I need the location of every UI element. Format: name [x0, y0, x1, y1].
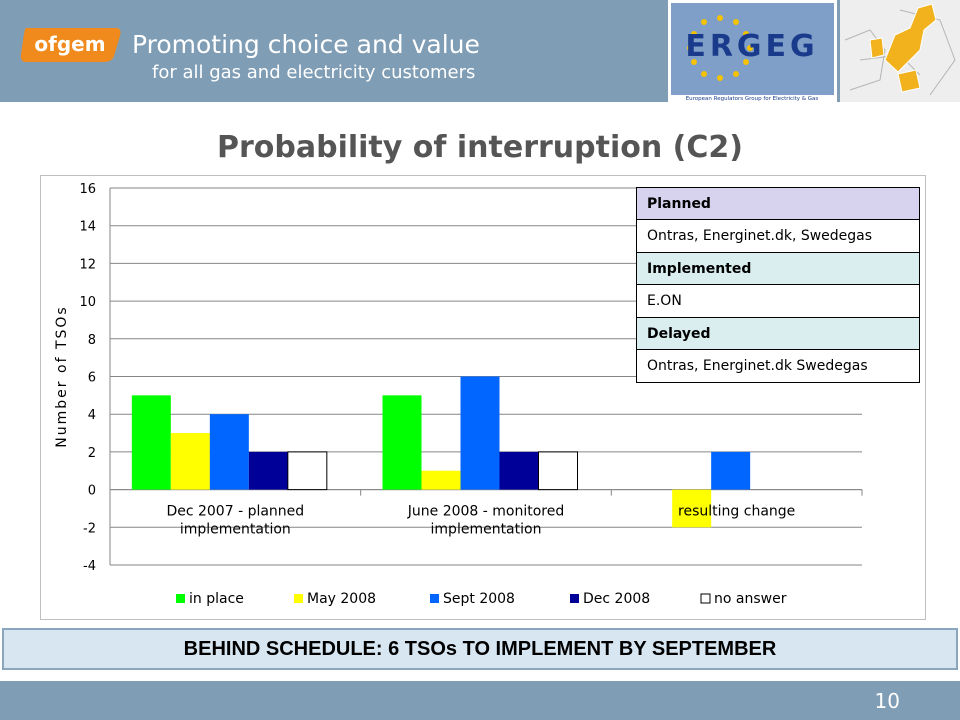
bar — [538, 451, 578, 491]
tagline-line2: for all gas and electricity customers — [152, 62, 476, 83]
delayed-text: Ontras, Energinet.dk Swedegas — [636, 349, 920, 383]
legend-swatch — [700, 593, 711, 604]
tagline: Promoting choice and value for all gas a… — [132, 30, 480, 86]
y-tick-label: 12 — [79, 257, 96, 272]
x-category-label: resulting change — [678, 504, 795, 520]
y-tick-label: 10 — [79, 295, 96, 310]
planned-text: Ontras, Energinet.dk, Swedegas — [636, 219, 920, 253]
legend-label: Dec 2008 — [583, 591, 650, 607]
bar-chart: -4 -2 0 2 4 6 8 10 12 14 16 Dec 2007 - planned imple… — [54, 182, 863, 607]
tagline-line1: Promoting choice and value — [132, 30, 480, 59]
legend-label: May 2008 — [307, 591, 376, 607]
legend-label: Sept 2008 — [443, 591, 515, 607]
legend-label: in place — [189, 591, 244, 607]
bar — [287, 451, 328, 491]
page-number: 10 — [874, 689, 900, 713]
bar — [248, 451, 288, 490]
y-tick-label: 16 — [79, 182, 96, 197]
bar — [209, 414, 249, 490]
ofgem-logo: ofgem — [20, 28, 121, 62]
bar — [170, 433, 210, 490]
planned-header: Planned — [636, 187, 920, 220]
implemented-text: E.ON — [636, 284, 920, 318]
x-category-label: implementation — [431, 522, 542, 538]
bar — [382, 395, 422, 490]
ergeg-subtitle: European Regulators Group for Electricit… — [686, 96, 819, 102]
legend-swatch — [294, 594, 303, 603]
bar — [672, 489, 712, 528]
legend-swatch — [430, 594, 439, 603]
bar — [711, 451, 751, 490]
y-tick-label: 8 — [88, 333, 96, 348]
ergeg-logo-text: ERGEG — [685, 29, 818, 64]
header-bar: ofgem Promoting choice and value for all… — [0, 0, 960, 102]
y-tick-label: 2 — [88, 446, 96, 461]
legend-swatch — [176, 594, 185, 603]
y-tick-label: -4 — [83, 559, 96, 574]
legend-swatch — [570, 594, 579, 603]
bar — [131, 395, 171, 490]
x-category-label: Dec 2007 - planned — [166, 504, 304, 520]
ergeg-logo: ERGEG European Regulators Group for Elec… — [668, 0, 837, 102]
y-tick-label: 0 — [88, 484, 96, 499]
schedule-banner: BEHIND SCHEDULE: 6 TSOs TO IMPLEMENT BY … — [2, 628, 958, 670]
y-axis-title: Number of TSOs — [54, 305, 70, 447]
slide-title: Probability of interruption (C2) — [217, 130, 743, 165]
y-tick-label: 6 — [88, 371, 96, 386]
implemented-header: Implemented — [636, 252, 920, 285]
y-tick-label: 4 — [88, 408, 96, 423]
bar — [460, 376, 500, 490]
x-category-label: implementation — [180, 522, 291, 538]
delayed-header: Delayed — [636, 317, 920, 350]
eu-stars-icon — [687, 15, 753, 81]
europe-map-image — [840, 0, 960, 102]
status-table: Planned Ontras, Energinet.dk, Swedegas I… — [636, 187, 920, 383]
x-category-label: June 2008 - monitored — [407, 504, 565, 520]
y-tick-label: 14 — [79, 220, 96, 235]
ofgem-logo-text: ofgem — [34, 32, 105, 56]
bar — [421, 470, 461, 490]
footer-bar: 10 — [0, 681, 960, 720]
bar — [499, 451, 539, 490]
legend-label: no answer — [714, 591, 787, 607]
y-tick-label: -2 — [83, 521, 96, 536]
